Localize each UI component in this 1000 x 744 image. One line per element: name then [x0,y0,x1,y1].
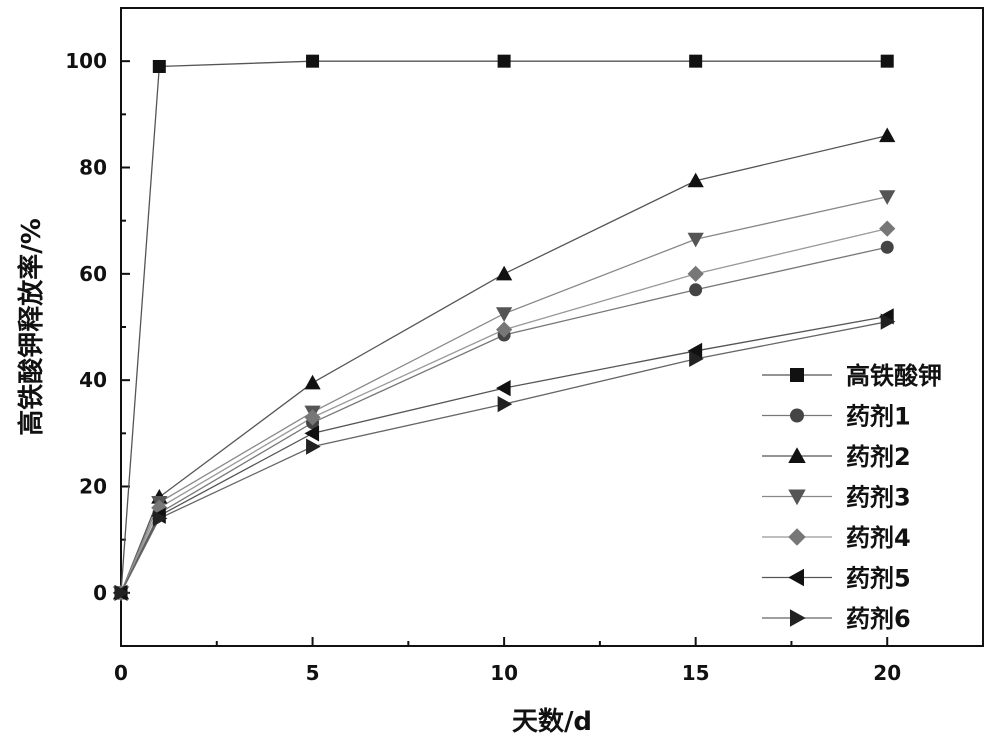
legend-label: 药剂2 [846,443,911,471]
legend-marker [788,489,806,506]
series-5-point [495,321,513,338]
series-7-point [114,584,130,601]
legend-marker [790,368,804,382]
series-3-point [304,374,321,390]
legend-marker [788,447,806,463]
series-4-point [687,232,704,248]
series-7-point [306,438,321,455]
series-3-point [495,265,513,281]
series-5-point [687,265,704,282]
y-tick-label: 80 [79,156,107,180]
series-7-point [689,350,704,368]
x-axis-title: 天数/d [512,707,592,737]
legend-label: 药剂3 [846,484,911,512]
series-1-point [306,54,320,68]
legend-label: 药剂6 [846,605,911,633]
legend-marker [788,528,806,546]
x-tick-label: 10 [490,661,518,685]
axis-ticks: 0 5 10 15 20 0 20 40 60 80 100 [65,7,984,685]
series-line-6 [120,315,888,594]
series-7-point [880,313,896,330]
series-4-point [495,307,513,322]
series-1-point [880,54,894,68]
series-4-point [879,190,896,205]
legend-marker [790,408,804,423]
legend-marker [790,609,806,627]
series-6-point [495,380,511,397]
legend-label: 药剂1 [846,403,911,431]
series-line-7 [120,321,888,594]
series-7-point [152,510,168,527]
series-5-point [879,220,896,237]
y-tick-label: 20 [79,475,107,499]
y-tick-label: 60 [79,262,107,286]
series-1-point [152,59,166,73]
series-2-point [880,240,894,254]
x-tick-label: 20 [873,661,901,685]
series-6-point [687,342,703,360]
y-axis-title: 高铁酸钾释放率/% [16,218,47,436]
series-1-point [689,54,703,68]
y-tick-label: 100 [65,49,107,73]
x-tick-label: 0 [114,661,128,685]
y-tick-label: 0 [93,581,107,605]
series-line-5 [120,228,888,594]
legend-marker [788,568,804,587]
legend-label: 药剂5 [846,565,911,593]
series-2-point [689,283,703,297]
series-7-point [497,395,513,413]
series-line-1 [120,60,888,593]
legend-label: 高铁酸钾 [846,362,942,390]
series-line-3 [120,134,888,594]
series-markers [112,54,896,601]
series-3-point [687,172,704,188]
series-1-point [497,54,511,68]
series-line-2 [120,246,888,594]
series-5-point [304,409,321,426]
x-tick-label: 5 [306,661,320,685]
y-tick-label: 40 [79,368,107,392]
x-tick-label: 15 [682,661,710,685]
legend-label: 药剂4 [846,524,911,552]
series-6-point [304,425,320,442]
series-3-point [879,127,896,143]
